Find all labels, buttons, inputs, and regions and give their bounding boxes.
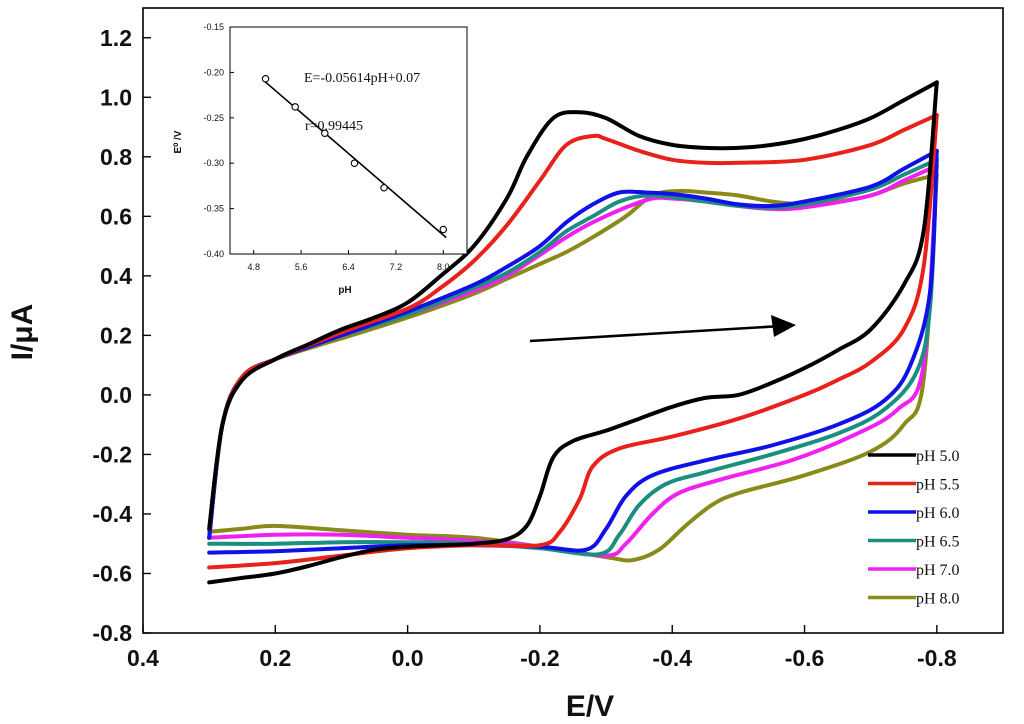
legend-label: pH 7.0 — [916, 562, 960, 579]
legend-label: pH 5.0 — [916, 448, 960, 465]
legend-label: pH 6.5 — [916, 534, 960, 551]
y-tick-label: 1.2 — [100, 25, 132, 51]
inset-y-tick-label: -0.35 — [203, 204, 224, 214]
series-anodic-branch — [207, 157, 939, 557]
series-anodic-branch — [207, 80, 939, 585]
y-tick-label: 0.6 — [100, 203, 132, 229]
inset-x-tick-label: 4.8 — [247, 262, 260, 272]
inset-y-tick-label: -0.30 — [203, 158, 224, 168]
inset-x-tick-label: 5.6 — [295, 262, 308, 272]
scan-direction-arrow — [529, 315, 796, 343]
x-tick-label: -0.6 — [785, 645, 825, 671]
series-anodic-branch — [207, 148, 939, 555]
inset-x-tick-label: 8.0 — [437, 262, 450, 272]
inset-data-point — [261, 75, 270, 83]
series-anodic-branch — [207, 172, 939, 563]
inset-y-tick-label: -0.15 — [203, 22, 224, 32]
inset-equation-label: E=-0.05614pH+0.07 — [304, 71, 420, 86]
series-curve — [207, 80, 939, 585]
y-tick-label: 0.2 — [100, 322, 132, 348]
inset-data-point — [321, 129, 329, 137]
inset-x-tick-label: 6.4 — [342, 262, 355, 272]
inset-y-tick-label: -0.20 — [203, 67, 224, 77]
legend-item: pH 6.0 — [868, 505, 960, 522]
legend: pH 5.0 pH 5.5 pH 6.0 pH 6.5 pH 7.0 pH 8.0 — [868, 448, 960, 608]
x-tick-label: -0.2 — [520, 645, 560, 671]
main-plot-frame — [142, 7, 1004, 634]
inset-y-tick-label: -0.25 — [203, 113, 224, 123]
legend-label: pH 6.0 — [916, 505, 960, 522]
x-tick-label: -0.8 — [917, 645, 957, 671]
x-axis-title: E/V — [566, 690, 614, 723]
x-tick-label: 0.0 — [392, 645, 424, 671]
inset-data-point — [350, 159, 359, 167]
legend-item: pH 8.0 — [868, 591, 960, 608]
inset-y-axis-title: E⁰ /V — [173, 130, 184, 153]
y-tick-label: 0.0 — [100, 382, 132, 408]
y-tick-label: 0.8 — [100, 144, 132, 170]
legend-item: pH 6.5 — [868, 534, 960, 551]
series-anodic-branch — [207, 163, 939, 558]
inset-x-tick-label: 7.2 — [390, 262, 403, 272]
legend-label: pH 8.0 — [916, 591, 960, 608]
inset-y-tick-label: -0.40 — [203, 249, 224, 259]
inset-data-point — [439, 225, 448, 234]
y-tick-label: 1.0 — [100, 84, 132, 110]
x-tick-label: -0.4 — [652, 645, 692, 671]
legend-label: pH 5.5 — [916, 477, 960, 494]
inset-axis-ticks: 4.8 5.6 6.4 7.2 8.0 -0.15 -0.20 -0.25 -0.30 -0.35… — [203, 22, 449, 272]
inset-x-axis-title: pH — [338, 285, 351, 296]
inset-data-point — [380, 183, 388, 192]
inset-marks — [261, 75, 448, 239]
inset-chart: 4.8 5.6 6.4 7.2 8.0 -0.15 -0.20 -0.25 -0.30 -0.35… — [173, 22, 468, 296]
x-tick-label: 0.4 — [127, 645, 159, 671]
y-tick-label: -0.4 — [92, 501, 132, 527]
y-tick-label: -0.2 — [92, 441, 132, 467]
legend-item: pH 5.5 — [868, 477, 960, 494]
x-tick-label: 0.2 — [259, 645, 291, 671]
y-tick-label: -0.6 — [92, 560, 132, 586]
y-tick-label: -0.8 — [92, 620, 132, 646]
inset-r-label: r=0.99445 — [305, 119, 363, 134]
inset-plot-frame — [229, 26, 468, 255]
legend-item: pH 5.0 — [868, 448, 960, 465]
main-axis-ticks: 0.4 0.2 0.0 -0.2 -0.4 -0.6 -0.8 -0.8 -0.6 -0.4 -0.… — [92, 25, 957, 671]
y-axis-title: I/μA — [6, 304, 39, 361]
y-tick-label: 0.4 — [100, 263, 132, 289]
inset-data-point — [291, 103, 299, 111]
legend-item: pH 7.0 — [868, 562, 960, 579]
main-curves — [207, 80, 939, 585]
series-cathodic-branch — [207, 80, 939, 531]
